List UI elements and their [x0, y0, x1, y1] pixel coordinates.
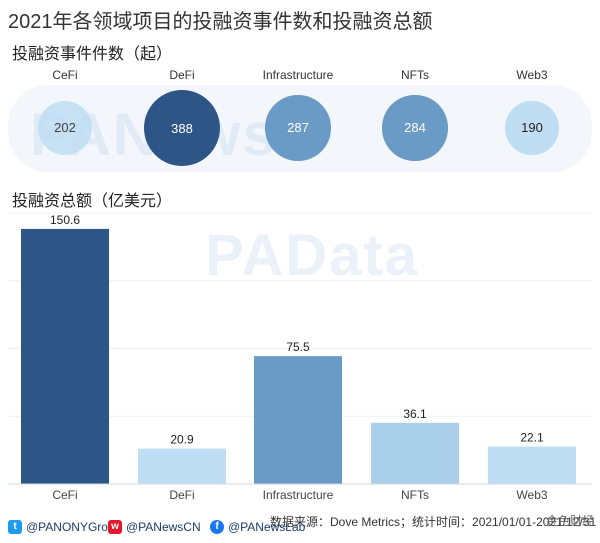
section-title-events: 投融资事件件数（起）: [12, 46, 173, 63]
bar-value-label: 150.6: [50, 213, 80, 227]
twitter-handle[interactable]: t @PANONYGroup: [8, 520, 121, 534]
bubble: 190: [505, 101, 559, 155]
bubble-category-label: Web3: [516, 68, 548, 82]
bar: [21, 228, 109, 484]
bar-category-label: CeFi: [52, 488, 77, 502]
weibo-handle-label: @PANewsCN: [126, 520, 201, 534]
bar-value-label: 20.9: [170, 433, 194, 447]
watermark-padata: PAData: [205, 223, 419, 288]
bubble: 388: [144, 90, 220, 166]
bubble-category-label: NFTs: [401, 68, 429, 82]
facebook-handle[interactable]: f @PANewsLab: [210, 520, 305, 534]
bar-category-label: Web3: [516, 488, 547, 502]
bubble-category-label: DeFi: [169, 68, 195, 82]
bubble-category-label: CeFi: [52, 68, 78, 82]
bubble-category-label: Infrastructure: [262, 68, 334, 82]
bar: [371, 422, 459, 484]
data-source-note: 数据来源：Dove Metrics；统计时间：2021/01/01-2021/1…: [270, 515, 597, 529]
chart-title: 2021年各领域项目的投融资事件数和投融资总额: [8, 11, 433, 33]
footer-social-bar: t @PANONYGroup w @PANewsCN f @PANewsLab: [0, 520, 600, 540]
bubble: 284: [382, 95, 448, 161]
bar: [488, 446, 576, 484]
bar-value-label: 22.1: [520, 431, 544, 445]
bubble: 202: [37, 100, 93, 156]
bar: [254, 356, 342, 484]
weibo-icon: w: [108, 520, 122, 534]
bar-value-label: 75.5: [286, 340, 310, 354]
weibo-handle[interactable]: w @PANewsCN: [108, 520, 201, 534]
twitter-icon: t: [8, 520, 22, 534]
facebook-handle-label: @PANewsLab: [228, 520, 306, 534]
corner-badge: 金色财经: [545, 514, 594, 528]
bar-category-label: NFTs: [401, 488, 429, 502]
facebook-icon: f: [210, 520, 224, 534]
bar-category-label: Infrastructure: [263, 488, 334, 502]
bar-value-label: 36.1: [403, 407, 427, 421]
bar: [138, 448, 226, 484]
twitter-handle-label: @PANONYGroup: [26, 520, 122, 534]
bar-category-label: DeFi: [169, 488, 194, 502]
section-title-amount: 投融资总额（亿美元）: [12, 193, 173, 210]
bubble: 287: [265, 95, 331, 161]
